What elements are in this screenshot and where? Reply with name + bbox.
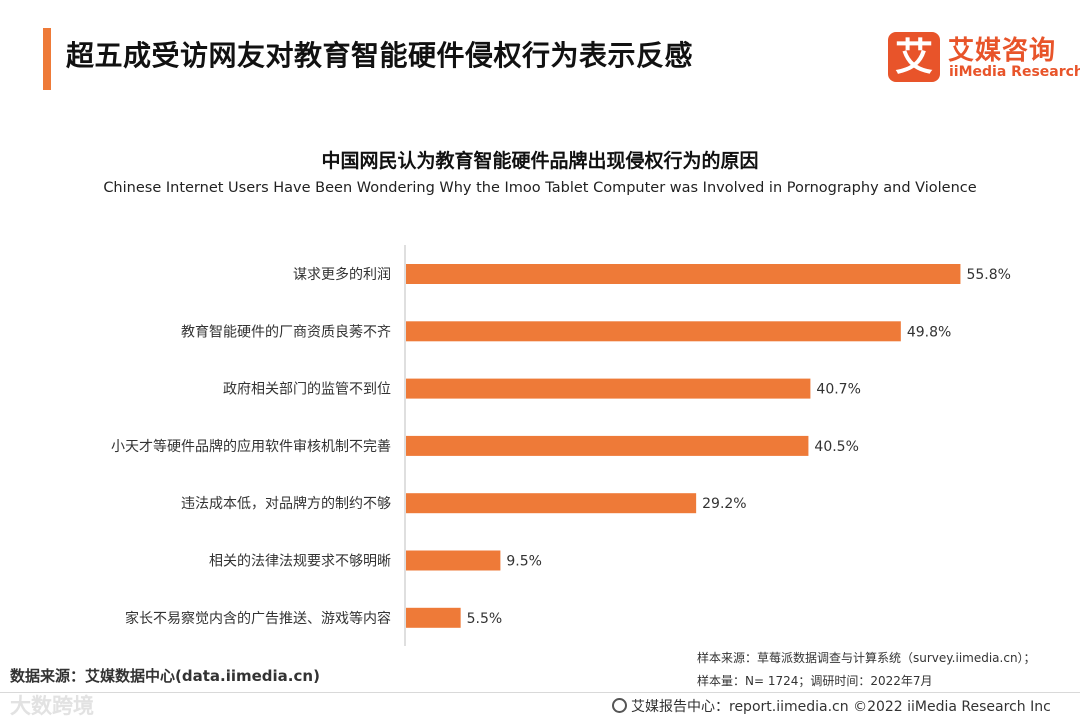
category-label: 谋求更多的利润 <box>293 266 391 283</box>
bar <box>406 378 811 399</box>
globe-icon <box>612 698 627 713</box>
bar <box>406 435 809 456</box>
footer-divider <box>0 692 1080 693</box>
sample-size: 样本量：N= 1724；调研时间：2022年7月 <box>697 674 933 688</box>
bar <box>406 264 961 284</box>
bar <box>406 550 501 571</box>
report-center-text: 艾媒报告中心：report.iimedia.cn ©2022 iiMedia R… <box>631 699 1051 715</box>
category-label: 教育智能硬件的厂商资质良莠不齐 <box>181 324 391 340</box>
category-label: 小天才等硬件品牌的应用软件审核机制不完善 <box>111 438 391 455</box>
data-source: 数据来源：艾媒数据中心(data.iimedia.cn) <box>10 667 320 685</box>
chart-title: 中国网民认为教育智能硬件品牌出现侵权行为的原因 <box>321 150 759 172</box>
value-label: 29.2% <box>702 496 746 512</box>
logo-mark: 艾 <box>888 32 940 82</box>
iimedia-logo: 艾 艾媒咨询 iiMedia Research <box>888 30 1080 90</box>
value-label: 49.8% <box>907 324 951 340</box>
category-label: 相关的法律法规要求不够明晰 <box>209 554 391 570</box>
sample-source: 样本来源：草莓派数据调查与计算系统（survey.iimedia.cn）； <box>697 651 1036 665</box>
category-label: 家长不易察觉内含的广告推送、游戏等内容 <box>125 610 391 627</box>
value-label: 9.5% <box>506 554 542 570</box>
value-label: 40.5% <box>814 439 858 455</box>
bar <box>406 321 901 342</box>
title-accent-bar <box>43 28 51 90</box>
report-center: 艾媒报告中心：report.iimedia.cn ©2022 iiMedia R… <box>612 696 1051 716</box>
chart-subtitle: Chinese Internet Users Have Been Wonderi… <box>103 180 977 196</box>
page-title: 超五成受访网友对教育智能硬件侵权行为表示反感 <box>66 39 694 72</box>
value-label: 40.7% <box>816 382 860 398</box>
bar <box>406 493 697 514</box>
bar <box>406 607 461 628</box>
logo-name-cn: 艾媒咨询 <box>948 36 1057 66</box>
watermark: 大数跨境 <box>10 694 94 718</box>
logo-name-en: iiMedia Research <box>949 64 1080 80</box>
category-label: 政府相关部门的监管不到位 <box>223 382 391 398</box>
value-label: 55.8% <box>966 267 1010 283</box>
value-label: 5.5% <box>467 611 503 627</box>
category-label: 违法成本低，对品牌方的制约不够 <box>181 495 391 512</box>
